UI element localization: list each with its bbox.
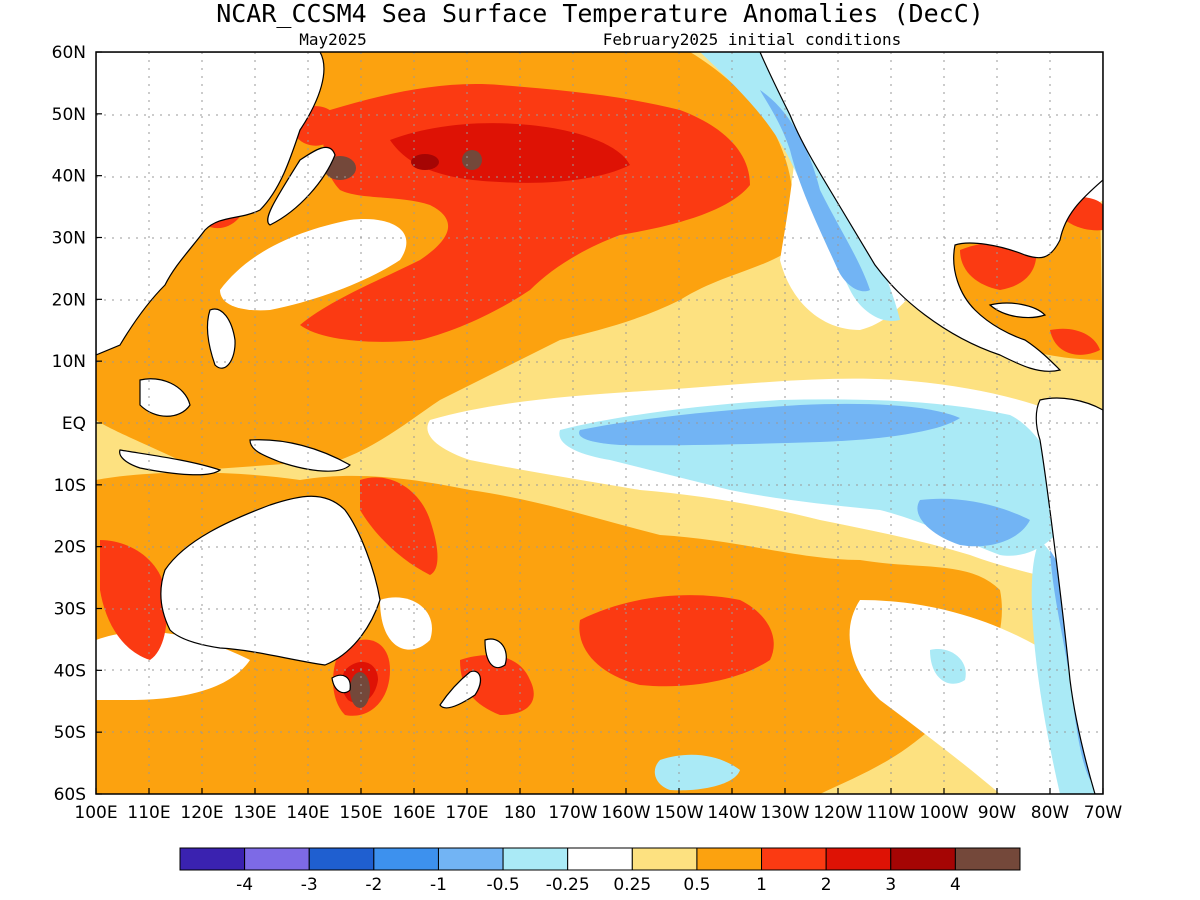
colorbar-label: -0.25 <box>546 875 590 895</box>
colorbar-swatch <box>308 847 375 871</box>
land-java <box>119 449 222 476</box>
land-japan <box>267 146 336 226</box>
map-subtitle-right: February2025 initial conditions <box>603 30 902 49</box>
land-nz-north <box>484 638 507 669</box>
land-new-guinea <box>249 439 351 472</box>
lon-tick-label: 70W <box>1084 803 1123 823</box>
colorbar-label: 1 <box>756 875 767 895</box>
land-philippines <box>206 308 236 369</box>
colorbar-swatch <box>373 847 439 871</box>
lat-tick-label: 30N <box>52 229 86 249</box>
colorbar-label: 0.5 <box>683 875 710 895</box>
longitude-axis: 100E 110E 120E 130E 140E 150E 160E 170E 180 170W 1… <box>74 788 1122 823</box>
lat-tick-label: 60S <box>54 785 86 805</box>
lon-tick-label: 110E <box>127 803 170 823</box>
strong-warm-anomaly-regions <box>100 84 1103 716</box>
colorbar-label: -1 <box>430 875 447 895</box>
lon-tick-label: 130W <box>760 803 809 823</box>
lon-tick-label: 140W <box>707 803 756 823</box>
colorbar-swatch <box>954 847 1021 871</box>
colorbar-label: -0.5 <box>486 875 519 895</box>
lon-tick-label: 150W <box>654 803 703 823</box>
land-australia <box>160 495 381 666</box>
colorbar-swatch <box>179 847 246 871</box>
map-title: NCAR_CCSM4 Sea Surface Temperature Anoma… <box>216 0 984 28</box>
lat-tick-label: 20N <box>52 290 86 310</box>
colorbar-swatch <box>437 847 504 871</box>
lat-tick-label: 40N <box>52 167 86 187</box>
colorbar-swatch <box>502 847 569 871</box>
lat-tick-label: 10S <box>54 476 86 496</box>
colorbar-label: 4 <box>950 875 961 895</box>
lat-tick-label: 20S <box>54 538 86 558</box>
lat-tick-label: 40S <box>54 661 86 681</box>
land-cuba <box>988 302 1047 319</box>
map-plot-area <box>96 52 1103 794</box>
coastlines <box>96 52 1103 794</box>
colorbar-label: -3 <box>301 875 318 895</box>
land-north-america <box>759 52 1103 372</box>
colorbar-label: 3 <box>885 875 896 895</box>
land-asia <box>96 52 325 356</box>
colorbar-label: 2 <box>821 875 832 895</box>
colorbar-swatch <box>244 847 310 871</box>
colorbar-swatch <box>696 847 763 871</box>
lat-tick-label: 10N <box>52 352 86 372</box>
lon-tick-label: 170E <box>445 803 488 823</box>
colorbar-swatch <box>761 847 827 871</box>
land-nz-south <box>439 670 482 709</box>
lon-tick-label: 150E <box>339 803 382 823</box>
lat-tick-label: EQ <box>62 414 86 434</box>
colorbar-legend: -4 -3 -2 -1 -0.5 -0.25 0.25 0.5 1 2 3 4 <box>179 847 1021 895</box>
lon-tick-label: 80W <box>1031 803 1070 823</box>
colorbar-label: -2 <box>365 875 382 895</box>
lat-tick-label: 30S <box>54 600 86 620</box>
lon-tick-label: 110W <box>866 803 915 823</box>
map-subtitle-left: May2025 <box>299 30 366 49</box>
lon-tick-label: 90W <box>978 803 1017 823</box>
land-borneo <box>139 378 191 417</box>
land-tasmania <box>331 674 351 694</box>
lon-tick-label: 120E <box>180 803 223 823</box>
colorbar-label: 0.25 <box>613 875 651 895</box>
lat-tick-label: 50S <box>54 723 86 743</box>
lon-tick-label: 130E <box>233 803 276 823</box>
latitude-axis: 60N 50N 40N 30N 20N 10N EQ 10S 20S 30S 40S 50S 60S <box>52 43 102 805</box>
lat-tick-label: 60N <box>52 43 86 63</box>
lon-tick-label: 160W <box>601 803 650 823</box>
lon-tick-label: 100E <box>74 803 117 823</box>
lon-tick-label: 180 <box>504 803 536 823</box>
colorbar-swatch <box>631 847 698 871</box>
lon-tick-label: 170W <box>548 803 597 823</box>
lon-tick-label: 160E <box>392 803 435 823</box>
colorbar-swatch <box>825 847 892 871</box>
colorbar-label: -4 <box>236 875 253 895</box>
lon-tick-label: 100W <box>919 803 968 823</box>
lat-tick-label: 50N <box>52 105 86 125</box>
lon-tick-label: 120W <box>813 803 862 823</box>
colorbar-swatch <box>567 847 633 871</box>
lon-tick-label: 140E <box>286 803 329 823</box>
colorbar-swatch <box>890 847 956 871</box>
